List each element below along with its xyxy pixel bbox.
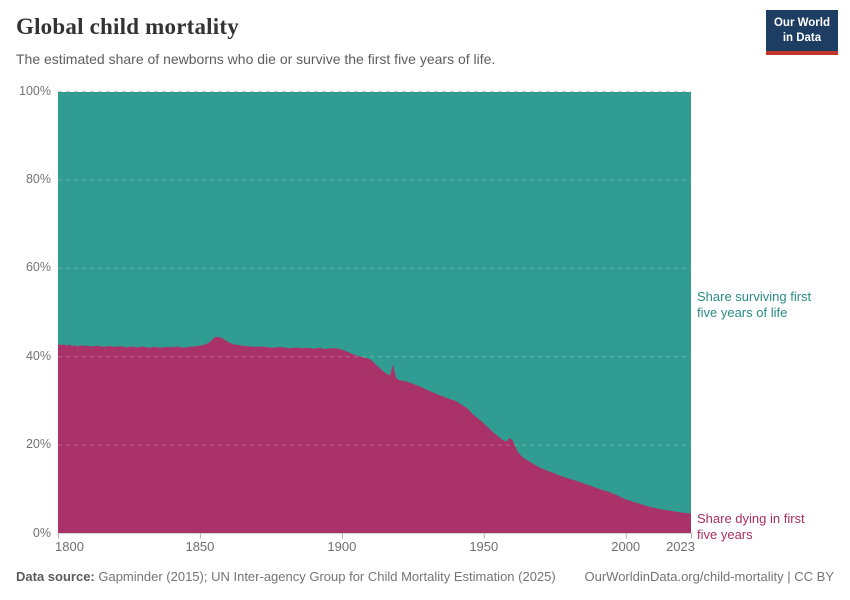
x-tick-label: 1950 [469,539,499,554]
series-label-surviving: Share surviving first five years of life [697,289,847,321]
series-label-surviving-line1: Share surviving first [697,289,812,304]
owid-logo-line2: in Data [782,31,822,44]
x-tick-label: 2000 [611,539,641,554]
x-tick-label: 2023 [666,539,695,554]
x-tick-label: 1850 [185,539,215,554]
owid-logo-line1: Our World [773,17,830,29]
y-tick-label: 60% [25,260,51,275]
y-tick-label: 0% [32,525,51,540]
x-tick-label: 1900 [327,539,357,554]
page-title: Global child mortality [16,14,239,39]
attribution-link[interactable]: OurWorldinData.org/child-mortality | CC … [584,569,835,584]
data-source: Data source: Gapminder (2015); UN Inter-… [16,569,556,584]
chart-subtitle: The estimated share of newborns who die … [16,51,496,67]
series-label-surviving-line2: five years of life [697,305,788,320]
dying-area[interactable] [58,336,691,533]
owid-logo[interactable]: Our World in Data [765,10,838,55]
series-label-dying-line2: five years [697,527,753,542]
y-tick-label: 80% [25,171,51,186]
series-label-dying-line1: Share dying in first [697,511,805,526]
data-source-label: Data source: [16,569,95,584]
y-tick-label: 100% [19,83,51,98]
x-tick-label: 1800 [55,539,84,554]
chart-footer: Data source: Gapminder (2015); UN Inter-… [16,569,834,584]
gridlines [58,91,691,446]
series-label-dying: Share dying in first five years [697,511,847,543]
y-tick-label: 20% [25,437,51,452]
data-source-text: Gapminder (2015); UN Inter-agency Group … [94,569,556,584]
x-axis-ticks [58,533,692,539]
y-tick-label: 40% [25,348,51,363]
